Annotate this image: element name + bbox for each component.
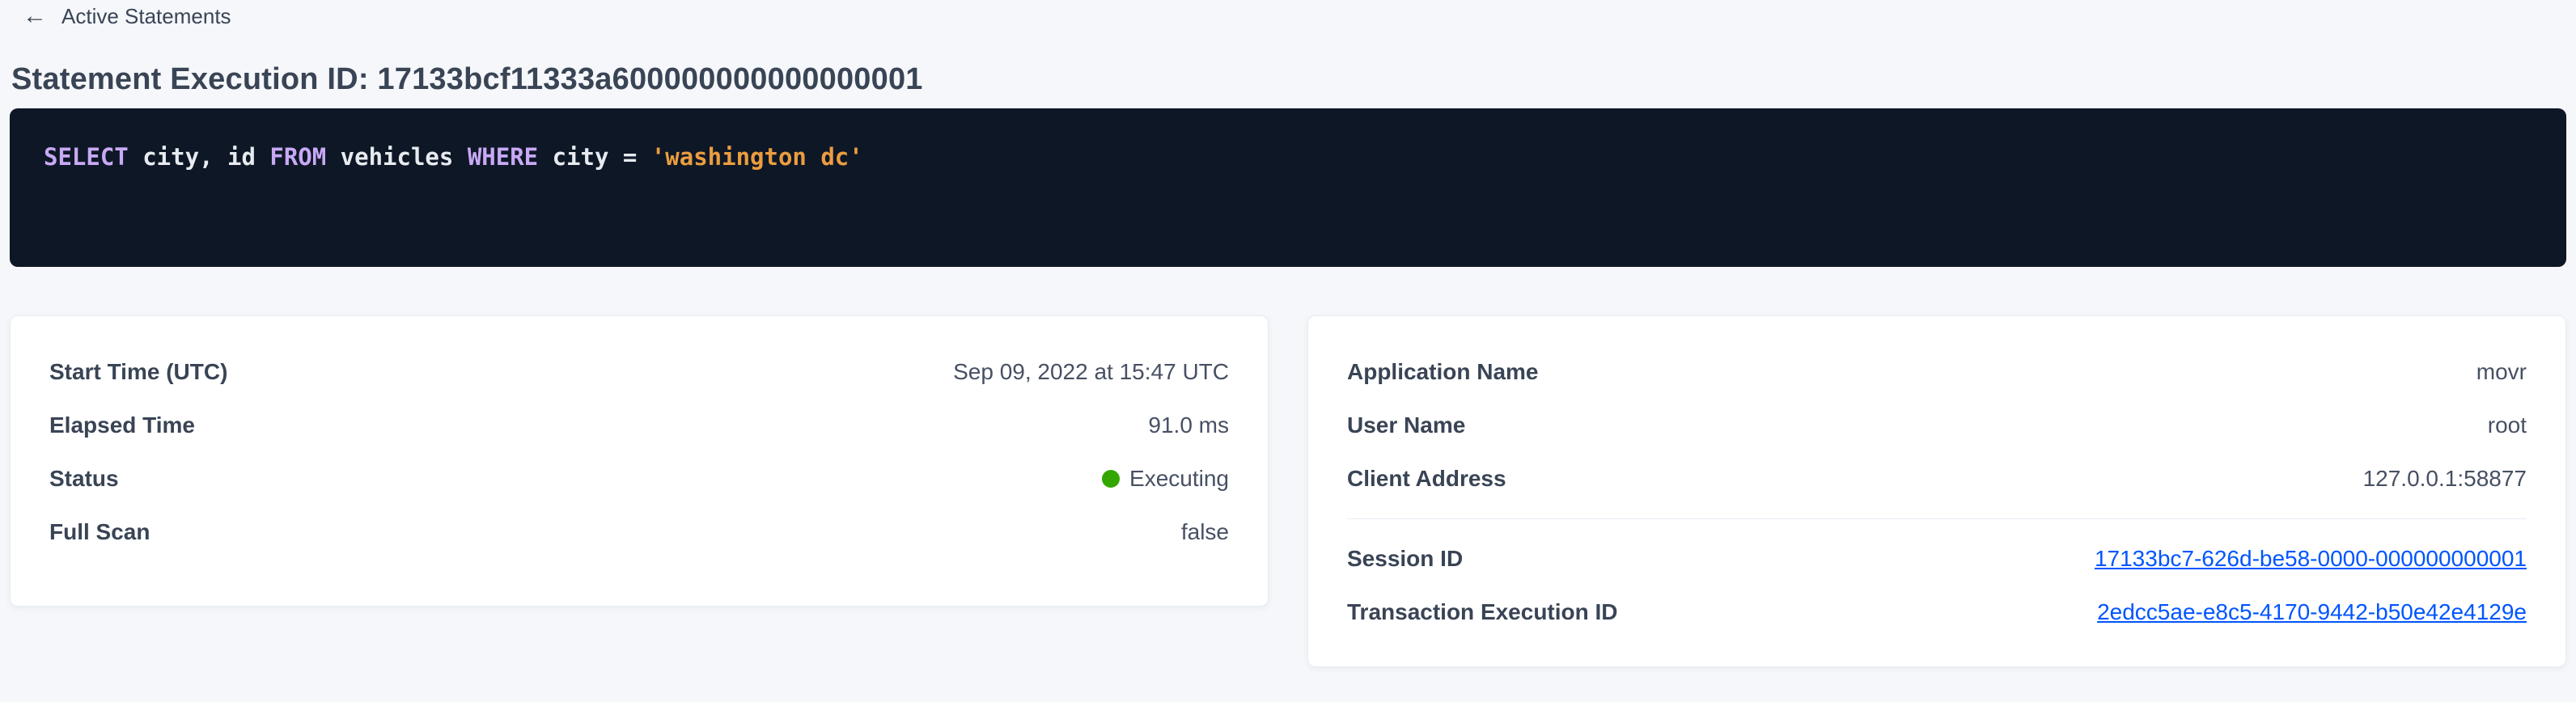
session-summary-card: Application Name movr User Name root Cli… bbox=[1307, 315, 2566, 667]
card-section-divider bbox=[1347, 518, 2527, 519]
sql-statement-text: SELECT city, id FROM vehicles WHERE city… bbox=[44, 142, 2532, 171]
sql-statement-box: SELECT city, id FROM vehicles WHERE city… bbox=[10, 108, 2566, 267]
transaction-execution-id-link[interactable]: 2edcc5ae-e8c5-4170-9442-b50e42e4129e bbox=[2097, 599, 2527, 624]
table-row: Session ID 17133bc7-626d-be58-0000-00000… bbox=[1347, 532, 2527, 586]
sql-keyword: FROM bbox=[269, 143, 327, 171]
sql-keyword: WHERE bbox=[467, 143, 539, 171]
table-row: Full Scan false bbox=[49, 505, 1229, 559]
status-value: Executing bbox=[1129, 466, 1229, 491]
statement-summary-card: Start Time (UTC) Sep 09, 2022 at 15:47 U… bbox=[10, 315, 1269, 607]
status-label: Status bbox=[49, 466, 119, 491]
back-link-active-statements[interactable]: ← Active Statements bbox=[10, 3, 231, 29]
statement-execution-page: ← Active Statements Statement Execution … bbox=[0, 3, 2576, 667]
status-executing-dot-icon bbox=[1102, 470, 1121, 488]
elapsed-time-label: Elapsed Time bbox=[49, 412, 196, 438]
sql-string-literal: 'washington dc' bbox=[650, 143, 863, 171]
table-row: Start Time (UTC) Sep 09, 2022 at 15:47 U… bbox=[49, 345, 1229, 399]
table-row: Application Name movr bbox=[1347, 345, 2527, 399]
start-time-value: Sep 09, 2022 at 15:47 UTC bbox=[953, 359, 1229, 384]
application-name-value: movr bbox=[2476, 359, 2527, 384]
transaction-execution-id-label: Transaction Execution ID bbox=[1347, 599, 1618, 624]
table-row: Client Address 127.0.0.1:58877 bbox=[1347, 452, 2527, 505]
table-row: User Name root bbox=[1347, 399, 2527, 452]
sql-text: city, id bbox=[128, 143, 270, 171]
client-address-value: 127.0.0.1:58877 bbox=[2362, 466, 2527, 491]
sql-keyword: SELECT bbox=[44, 143, 129, 171]
table-row: Elapsed Time 91.0 ms bbox=[49, 399, 1229, 452]
page-title: Statement Execution ID: 17133bcf11333a60… bbox=[11, 62, 923, 96]
elapsed-time-value: 91.0 ms bbox=[1148, 412, 1229, 438]
sql-text: vehicles bbox=[326, 143, 468, 171]
table-row: Transaction Execution ID 2edcc5ae-e8c5-4… bbox=[1347, 586, 2527, 639]
application-name-label: Application Name bbox=[1347, 359, 1539, 384]
start-time-label: Start Time (UTC) bbox=[49, 359, 228, 384]
back-link-label: Active Statements bbox=[61, 3, 231, 28]
client-address-label: Client Address bbox=[1347, 466, 1506, 491]
back-arrow-icon: ← bbox=[23, 2, 47, 29]
session-id-label: Session ID bbox=[1347, 546, 1464, 571]
summary-cards: Start Time (UTC) Sep 09, 2022 at 15:47 U… bbox=[10, 315, 2566, 667]
sql-text: city = bbox=[538, 143, 651, 171]
full-scan-label: Full Scan bbox=[49, 519, 150, 544]
table-row: Status Executing bbox=[49, 452, 1229, 505]
user-name-label: User Name bbox=[1347, 412, 1466, 438]
session-id-link[interactable]: 17133bc7-626d-be58-0000-000000000001 bbox=[2094, 546, 2527, 571]
status-badge: Executing bbox=[1102, 466, 1229, 492]
user-name-value: root bbox=[2487, 412, 2527, 438]
full-scan-value: false bbox=[1180, 519, 1229, 544]
